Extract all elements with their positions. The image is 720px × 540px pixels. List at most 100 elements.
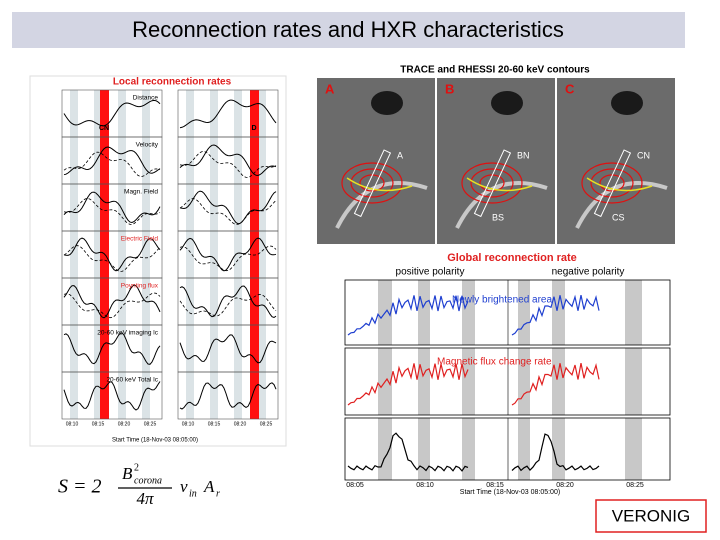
slide-title: Reconnection rates and HXR characteristi… — [132, 17, 564, 42]
annotation: Magnetic flux change rate — [437, 357, 552, 368]
region-tag: A — [397, 150, 403, 160]
plot-frame — [344, 417, 671, 481]
stripe — [258, 90, 266, 419]
slit — [353, 149, 392, 218]
x-tick-label: 08:05 — [346, 482, 364, 489]
bright-loop — [455, 181, 548, 229]
sunspot — [491, 91, 523, 115]
subtitle: positive polarity — [396, 267, 465, 278]
curve — [179, 190, 277, 225]
plot-frame — [344, 279, 671, 346]
stripe — [234, 90, 242, 419]
formula-v-sub: in — [189, 488, 197, 499]
curve — [179, 144, 277, 177]
curve — [179, 237, 277, 272]
stripe — [94, 90, 102, 419]
plot-frame — [344, 347, 671, 416]
formula-v: v — [180, 477, 188, 496]
rate-curve — [511, 294, 600, 336]
left-figure — [29, 75, 287, 447]
left-x-axis: Start Time (18-Nov-03 08:05:00) — [112, 438, 198, 444]
curve — [179, 99, 277, 129]
x-tick-label: 08:25 — [144, 421, 157, 427]
x-tick-label: 08:20 — [118, 421, 131, 427]
stripe — [462, 280, 475, 345]
annotation: Newly brightened area — [452, 295, 552, 306]
curve — [63, 191, 161, 224]
author: VERONIG — [612, 506, 690, 525]
formula-lhs: S = 2 — [58, 476, 102, 498]
curve — [63, 332, 161, 365]
stripe — [118, 90, 126, 419]
hxr-contour — [341, 162, 403, 204]
curve-dashed — [63, 292, 161, 319]
curve-dashed — [179, 293, 277, 317]
stripe — [70, 90, 78, 419]
curve — [179, 285, 277, 319]
curve-dashed — [63, 197, 161, 225]
panel-label: Electric Field — [121, 236, 159, 243]
stripe — [462, 348, 475, 415]
stripe — [625, 348, 642, 415]
formula-sup: 2 — [134, 462, 139, 473]
bright-loop — [575, 181, 668, 229]
right-x-axis: Start Time (18-Nov-03 08:05:00) — [460, 489, 560, 496]
curve-dashed — [179, 150, 277, 178]
rate-curve — [347, 363, 469, 406]
panel-label: Velocity — [136, 142, 159, 149]
stripe — [552, 280, 565, 345]
panel-letter: B — [445, 81, 454, 96]
yellow-line — [466, 177, 533, 192]
hxr-contour — [590, 168, 634, 198]
formula-box — [45, 462, 235, 512]
x-tick-label: 08:25 — [260, 421, 273, 427]
x-tick-label: 08:20 — [234, 421, 247, 427]
curve — [63, 99, 161, 127]
stripe — [625, 418, 642, 480]
curve — [179, 334, 277, 364]
hxr-contour — [461, 162, 523, 204]
x-tick-label: 08:15 — [208, 421, 221, 427]
region-tag: BS — [492, 212, 504, 222]
stripe — [210, 90, 218, 419]
hxr-contour — [581, 162, 643, 204]
curve-dashed — [63, 151, 161, 177]
panel-letter: C — [565, 81, 575, 96]
region-tag: BN — [517, 150, 530, 160]
x-tick-label: 08:25 — [626, 482, 644, 489]
formula-den: 4π — [136, 489, 154, 508]
rate-curve — [347, 432, 469, 472]
left-title: Local reconnection rates — [113, 77, 232, 88]
stripe — [552, 348, 565, 415]
x-tick-label: 08:10 — [182, 421, 195, 427]
rate-curve — [347, 295, 469, 336]
formula-a: A — [203, 477, 215, 496]
stripe — [186, 90, 194, 419]
stripe — [418, 280, 430, 345]
hxr-contour — [350, 168, 394, 198]
slit — [473, 149, 512, 218]
panel-label: Magn. Field — [124, 189, 158, 196]
stripe — [518, 418, 530, 480]
x-tick-label: 08:15 — [92, 421, 105, 427]
rate-curve — [511, 433, 600, 472]
title-bar — [12, 12, 685, 48]
x-tick-label: 08:20 — [556, 482, 574, 489]
panel-letter: A — [325, 81, 335, 96]
panel-label: Distance — [133, 95, 159, 102]
stripe — [518, 280, 530, 345]
stripe — [625, 280, 642, 345]
bright-loop — [335, 181, 428, 229]
yellow-line — [346, 177, 413, 192]
rate-curve — [511, 362, 600, 406]
right-top-title: TRACE and RHESSI 20-60 keV contours — [400, 65, 590, 76]
formula-a-sub: r — [216, 488, 220, 499]
stripe — [418, 348, 430, 415]
formula-sub: corona — [134, 475, 162, 486]
curve — [63, 146, 161, 176]
stripe — [142, 90, 150, 419]
curve — [63, 237, 161, 272]
region-tag: CN — [637, 150, 650, 160]
